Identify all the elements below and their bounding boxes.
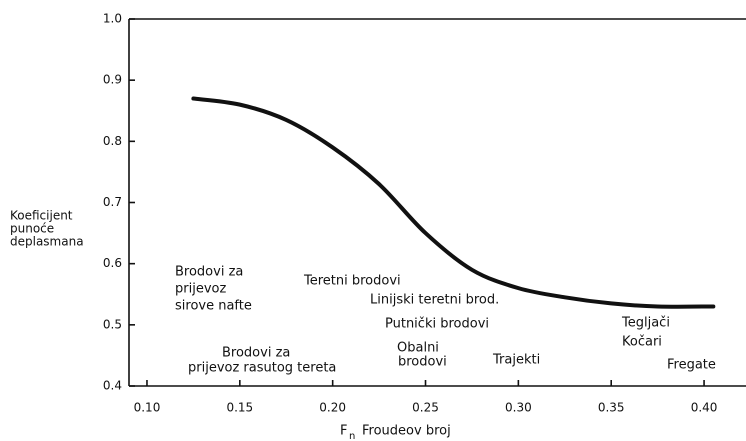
x-tick-label: 0.20 <box>319 401 346 415</box>
x-tick-label: 0.40 <box>691 401 718 415</box>
annotation: Brodovi za <box>222 346 290 361</box>
y-tick-label: 0.8 <box>103 134 122 148</box>
y-tick-label: 0.7 <box>103 195 122 209</box>
y-label: deplasmana <box>10 235 84 249</box>
x-label: Froudeov broj <box>362 424 451 439</box>
annotation: brodovi <box>398 355 447 370</box>
annotation: Trajekti <box>492 353 540 368</box>
x-tick-label: 0.15 <box>226 401 253 415</box>
y-tick-label: 0.6 <box>103 256 122 270</box>
annotation: prijevoz rasutog tereta <box>188 361 336 376</box>
y-label: punoće <box>10 222 54 236</box>
annotation: Brodovi za <box>175 265 243 280</box>
annotation: prijevoz <box>175 282 226 297</box>
y-label: Koeficijent <box>10 209 73 223</box>
curve <box>191 96 716 309</box>
y-tick-label: 0.5 <box>103 317 122 331</box>
annotation: Kočari <box>622 335 662 350</box>
annotation: Putnički brodovi <box>385 317 489 332</box>
x-tick-label: 0.25 <box>412 401 439 415</box>
annotation: Fregate <box>667 358 716 373</box>
x-tick-label: 0.10 <box>134 401 161 415</box>
y-tick-label: 0.4 <box>103 379 122 393</box>
y-tick-label: 1.0 <box>103 12 122 26</box>
x-tick-label: 0.35 <box>598 401 625 415</box>
x-tick-label: 0.30 <box>505 401 532 415</box>
annotation: sirove nafte <box>175 299 252 314</box>
y-tick-label: 0.9 <box>103 73 122 87</box>
annotation: Tegljači <box>621 316 670 331</box>
annotation: Teretni brodovi <box>303 274 401 289</box>
x-label-symbol: F <box>340 424 347 439</box>
annotation: Obalni <box>397 341 439 356</box>
x-label-subscript: n <box>349 431 355 441</box>
annotation: Linijski teretni brod. <box>370 293 499 308</box>
